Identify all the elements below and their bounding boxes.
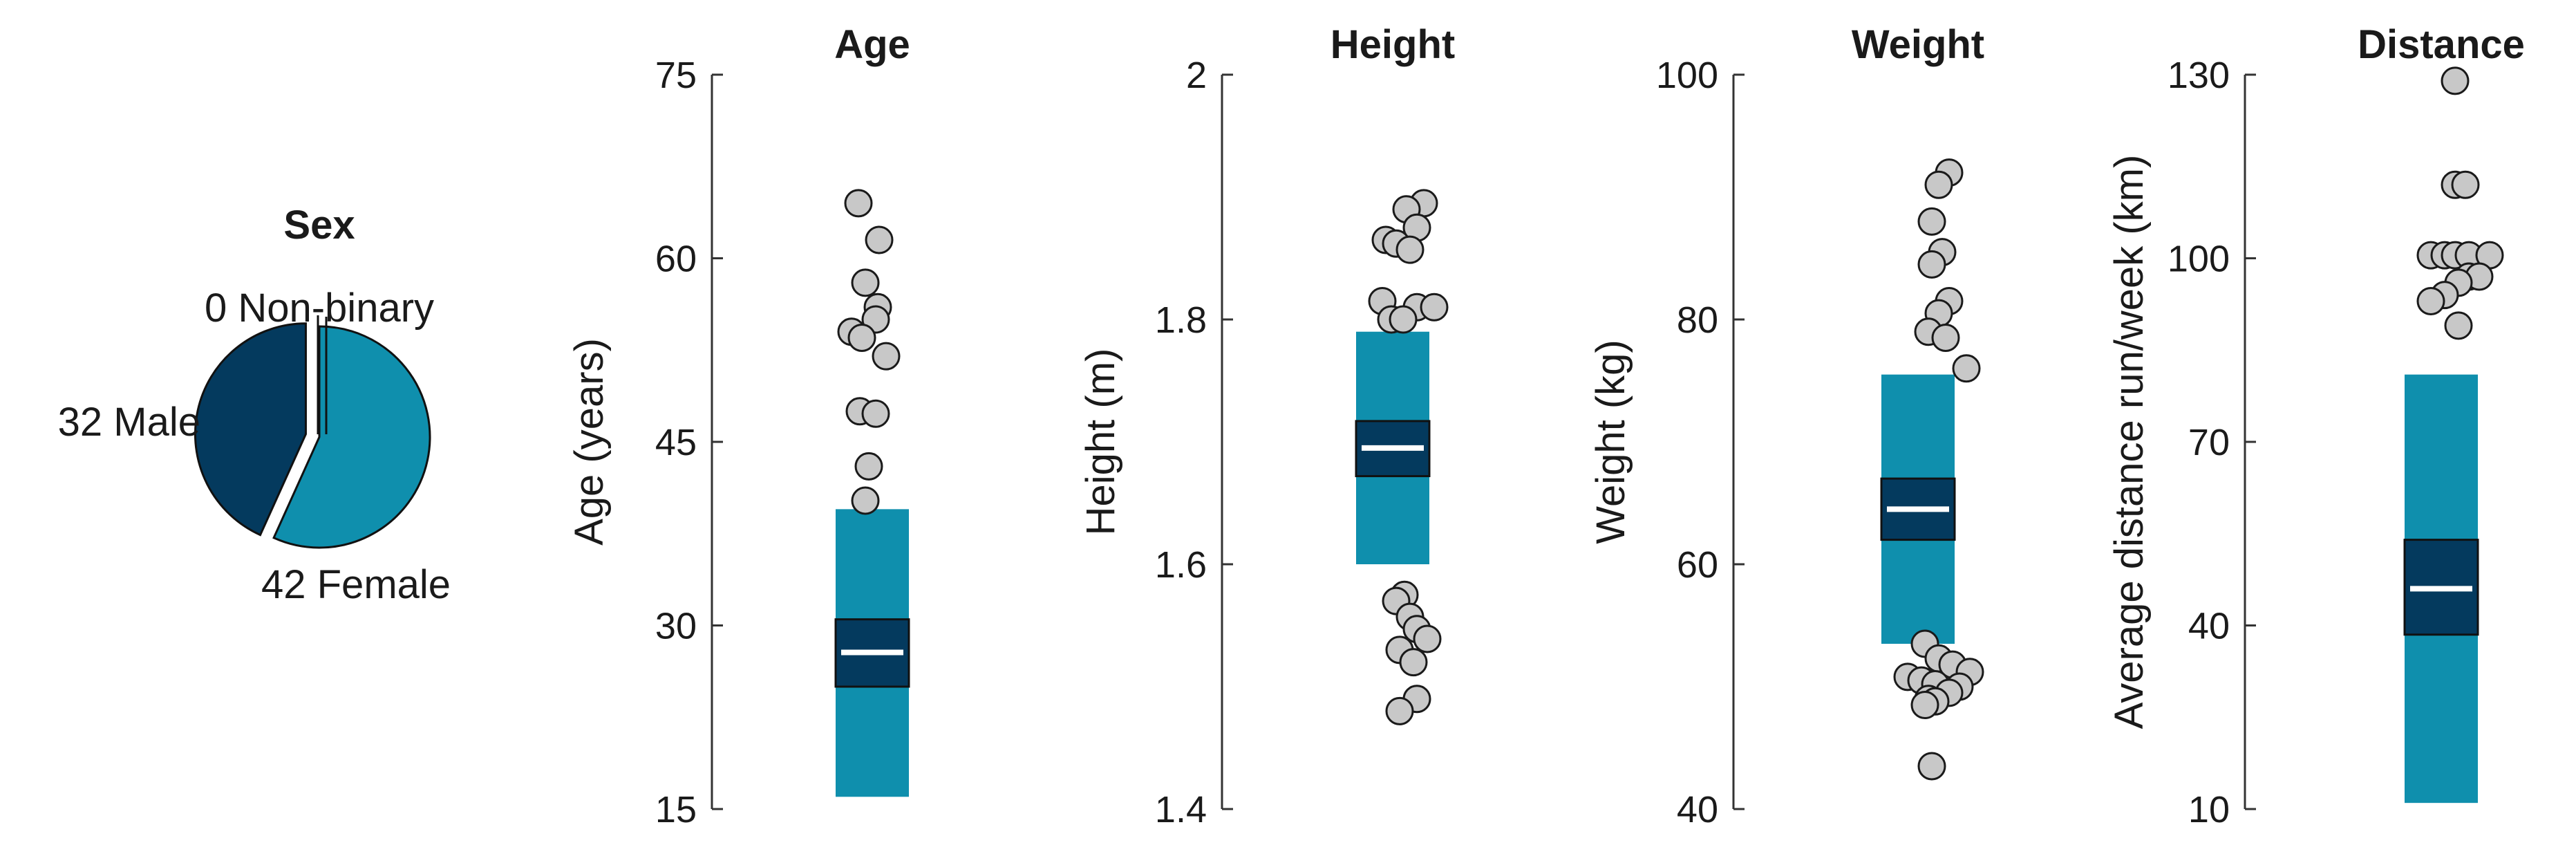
outlier-point [1395, 235, 1425, 264]
outlier-point [872, 342, 901, 371]
outlier-point [1924, 170, 1953, 199]
y-tick-label: 2 [1186, 55, 1207, 96]
outlier-point [1389, 305, 1418, 334]
outlier-point [1420, 292, 1449, 322]
outlier-point [1931, 324, 1960, 353]
y-tick-label: 10 [2188, 789, 2230, 830]
outlier-point [1910, 691, 1939, 720]
y-tick-label: 60 [655, 239, 697, 280]
panel-title: Weight [1852, 22, 1984, 67]
panel-title: Height [1331, 22, 1455, 67]
y-tick-label: 15 [655, 789, 697, 830]
outlier-point [2451, 170, 2480, 199]
outlier-point [2416, 286, 2445, 315]
y-tick-label: 100 [2168, 239, 2230, 280]
pie-title: Sex [283, 203, 355, 248]
pie-label-nonbinary: 0 Non-binary [205, 286, 434, 331]
y-axis-label: Average distance run/week (km) [2107, 155, 2152, 730]
y-tick-label: 75 [655, 55, 697, 96]
outlier-point [1952, 354, 1981, 383]
y-tick-label: 40 [2188, 606, 2230, 647]
y-tick-label: 1.6 [1155, 544, 1207, 586]
y-tick-label: 70 [2188, 422, 2230, 463]
y-tick-label: 60 [1677, 544, 1718, 586]
y-tick-label: 80 [1677, 299, 1718, 341]
outlier-point [1399, 648, 1428, 677]
y-axis-label: Height (m) [1078, 349, 1123, 536]
y-tick-label: 1.8 [1155, 299, 1207, 341]
pie-label-female: 42 Female [261, 562, 451, 607]
y-axis-label: Weight (kg) [1588, 340, 1633, 544]
outlier-point [1917, 207, 1946, 236]
outlier-point [851, 268, 880, 297]
y-axis-label: Age (years) [567, 338, 612, 546]
outlier-point [1917, 250, 1946, 279]
y-tick-label: 30 [655, 606, 697, 647]
y-tick-label: 40 [1677, 789, 1718, 830]
outlier-point [847, 324, 876, 353]
y-tick-label: 1.4 [1155, 789, 1207, 830]
pie-slice-1 [272, 325, 431, 549]
outlier-point [851, 486, 880, 515]
y-tick-label: 45 [655, 422, 697, 463]
pie-label-male: 32 Male [58, 400, 200, 445]
outlier-point [1413, 624, 1442, 653]
panel-title: Age [834, 22, 910, 67]
outlier-point [2444, 311, 2473, 340]
outlier-point [854, 452, 883, 481]
panel-title: Distance [2358, 22, 2525, 67]
outlier-point [861, 399, 890, 428]
outlier-point [1385, 696, 1414, 725]
outlier-point [865, 225, 894, 254]
y-tick-label: 130 [2168, 55, 2230, 96]
y-tick-label: 100 [1656, 55, 1718, 96]
outlier-point [844, 189, 873, 218]
outlier-point [2441, 66, 2470, 95]
pie-slice-0 [194, 322, 307, 537]
outlier-point [1917, 752, 1946, 781]
